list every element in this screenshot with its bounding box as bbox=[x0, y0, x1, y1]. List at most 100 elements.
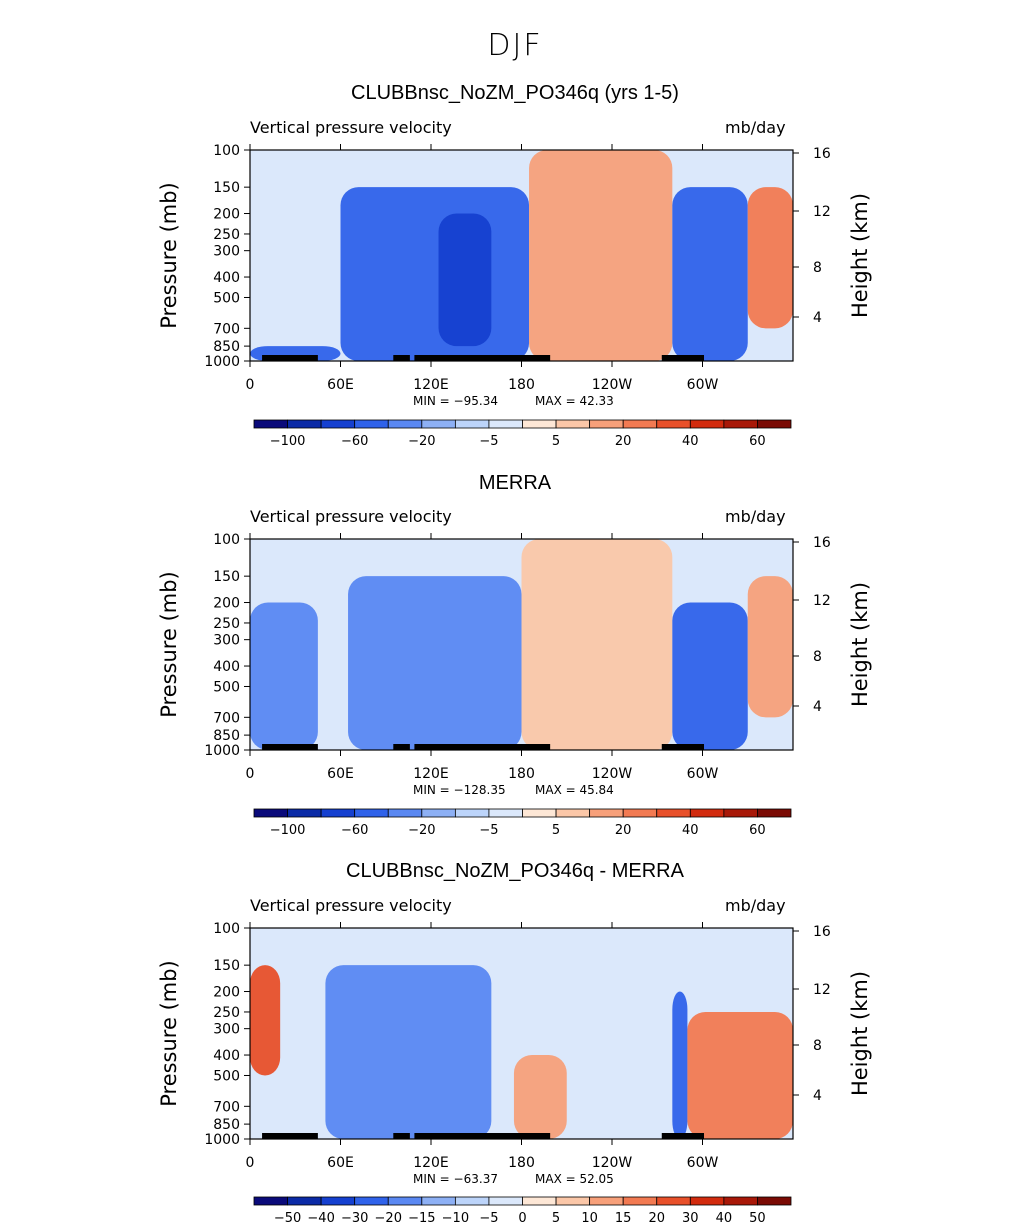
y-tick-label: 300 bbox=[213, 1022, 240, 1038]
colorbar-tick-label: −20 bbox=[408, 434, 435, 449]
unit-label: mb/day bbox=[725, 896, 786, 915]
max-label: MAX = 52.05 bbox=[535, 1172, 614, 1186]
y-tick-label: 250 bbox=[213, 1005, 240, 1021]
colorbar-swatch bbox=[757, 808, 792, 818]
colorbar-swatch bbox=[454, 808, 490, 818]
min-label: MIN = −128.35 bbox=[413, 783, 506, 797]
colorbar-swatch bbox=[723, 808, 758, 818]
colorbar-tick-label: 20 bbox=[615, 823, 632, 838]
colorbar-swatch bbox=[354, 1196, 389, 1206]
y-tick-label: 300 bbox=[213, 244, 240, 260]
colorbar-swatch bbox=[287, 1196, 322, 1206]
x-tick-label: 60W bbox=[687, 1155, 719, 1171]
topography-bar-2 bbox=[393, 1133, 410, 1139]
variable-label: Vertical pressure velocity bbox=[250, 507, 452, 526]
colorbar-swatch bbox=[689, 808, 725, 818]
x-tick-label: 60E bbox=[327, 766, 354, 782]
x-tick-label: 120E bbox=[413, 766, 449, 782]
x-tick-label: 0 bbox=[246, 1155, 255, 1171]
colorbar-tick-label: −30 bbox=[341, 1211, 368, 1226]
y-tick-label: 1000 bbox=[204, 354, 240, 370]
height-tick-label: 8 bbox=[813, 260, 822, 276]
y-right-axis-title: Height (km) bbox=[848, 971, 872, 1096]
colorbar-tick-label: 60 bbox=[749, 823, 766, 838]
colorbar-swatch bbox=[253, 1196, 288, 1206]
colorbar-tick-label: −5 bbox=[479, 434, 498, 449]
topography-bar-4 bbox=[661, 744, 705, 750]
colorbar-swatch bbox=[522, 419, 557, 429]
height-tick-label: 12 bbox=[813, 204, 831, 220]
y-tick-label: 150 bbox=[213, 958, 240, 974]
field-region-5 bbox=[747, 576, 793, 718]
x-tick-label: 180 bbox=[508, 766, 535, 782]
colorbar-swatch bbox=[555, 419, 591, 429]
field-region-1 bbox=[250, 965, 281, 1076]
x-tick-label: 180 bbox=[508, 377, 535, 393]
colorbar-swatch bbox=[589, 419, 624, 429]
topography-bar-3 bbox=[414, 355, 551, 361]
colorbar-tick-label: 5 bbox=[552, 1211, 560, 1226]
variable-label: Vertical pressure velocity bbox=[250, 118, 452, 137]
colorbar-swatch bbox=[387, 1196, 423, 1206]
field-region-5 bbox=[687, 1011, 793, 1139]
colorbar-swatch bbox=[320, 1196, 356, 1206]
colorbar-swatch bbox=[723, 1196, 758, 1206]
colorbar-swatch bbox=[622, 419, 658, 429]
height-tick-label: 8 bbox=[813, 649, 822, 665]
field-region-6 bbox=[747, 187, 793, 329]
topography-bar-2 bbox=[393, 355, 410, 361]
y-tick-label: 200 bbox=[213, 596, 240, 612]
field-region-3 bbox=[521, 539, 673, 750]
field-region-5 bbox=[672, 187, 748, 361]
y-tick-label: 400 bbox=[213, 659, 240, 675]
colorbar-swatch bbox=[555, 808, 591, 818]
y-tick-label: 250 bbox=[213, 227, 240, 243]
colorbar-tick-label: 40 bbox=[682, 823, 699, 838]
topography-bar-2 bbox=[393, 744, 410, 750]
y-tick-label: 850 bbox=[213, 339, 240, 355]
y-axis-title: Pressure (mb) bbox=[157, 571, 181, 718]
height-tick-label: 16 bbox=[813, 146, 831, 162]
colorbar-swatch bbox=[757, 1196, 792, 1206]
colorbar-tick-label: −100 bbox=[270, 823, 306, 838]
height-tick-label: 4 bbox=[813, 310, 822, 326]
colorbar-swatch bbox=[287, 808, 322, 818]
y-tick-label: 500 bbox=[213, 679, 240, 695]
x-tick-label: 120W bbox=[592, 377, 633, 393]
topography-bar-1 bbox=[262, 744, 318, 750]
colorbar-swatch bbox=[689, 419, 725, 429]
panel-1-title: CLUBBnsc_NoZM_PO346q (yrs 1-5) bbox=[351, 82, 679, 104]
y-tick-label: 700 bbox=[213, 710, 240, 726]
colorbar-swatch bbox=[320, 419, 356, 429]
colorbar-swatch bbox=[757, 419, 792, 429]
x-tick-label: 120W bbox=[592, 766, 633, 782]
colorbar-tick-label: −60 bbox=[341, 823, 368, 838]
colorbar-tick-label: 20 bbox=[615, 434, 632, 449]
y-right-axis-title: Height (km) bbox=[848, 193, 872, 318]
variable-label: Vertical pressure velocity bbox=[250, 896, 452, 915]
colorbar-swatch bbox=[488, 419, 523, 429]
y-tick-label: 1000 bbox=[204, 743, 240, 759]
x-tick-label: 120E bbox=[413, 377, 449, 393]
colorbar-swatch bbox=[488, 808, 523, 818]
colorbar-swatch bbox=[555, 1196, 591, 1206]
field-region-4 bbox=[672, 602, 748, 750]
colorbar-tick-label: 60 bbox=[749, 434, 766, 449]
field-region-1 bbox=[250, 602, 318, 750]
colorbar-swatch bbox=[522, 808, 557, 818]
colorbar-swatch bbox=[421, 808, 456, 818]
y-tick-label: 850 bbox=[213, 728, 240, 744]
colorbar-swatch bbox=[488, 1196, 523, 1206]
field-layer bbox=[250, 539, 793, 750]
colorbar-swatch bbox=[656, 419, 691, 429]
panel-3-title: CLUBBnsc_NoZM_PO346q - MERRA bbox=[346, 860, 684, 882]
colorbar-swatch bbox=[622, 808, 658, 818]
figure-title: DJF bbox=[487, 28, 543, 63]
height-tick-label: 16 bbox=[813, 535, 831, 551]
colorbar-swatch bbox=[387, 808, 423, 818]
colorbar-tick-label: −100 bbox=[270, 434, 306, 449]
unit-label: mb/day bbox=[725, 507, 786, 526]
